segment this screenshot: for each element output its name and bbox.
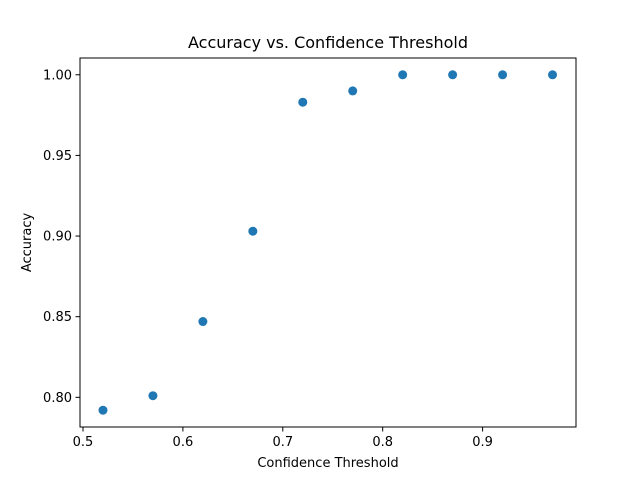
y-axis-ticks: 0.80 0.85 0.90 0.95 1.00	[43, 68, 80, 406]
x-tick-label: 0.5	[73, 435, 94, 450]
x-tick-label: 0.8	[372, 435, 393, 450]
data-point	[198, 317, 208, 327]
axes-frame	[79, 57, 577, 428]
y-tick-label: 0.95	[43, 149, 72, 164]
data-point	[498, 70, 508, 80]
data-point	[448, 70, 458, 80]
y-tick-label: 0.80	[43, 391, 72, 406]
y-tick-label: 0.90	[43, 230, 72, 245]
x-axis-label: Confidence Threshold	[257, 456, 398, 471]
data-point	[398, 70, 408, 80]
data-point	[348, 86, 358, 96]
data-points	[98, 70, 558, 415]
data-point	[298, 97, 308, 107]
chart-title: Accuracy vs. Confidence Threshold	[188, 33, 468, 52]
x-axis-ticks: 0.5 0.6 0.7 0.8 0.9	[73, 427, 493, 450]
data-point	[548, 70, 558, 80]
data-point	[248, 226, 258, 236]
data-point	[148, 391, 158, 401]
y-axis-label: Accuracy	[20, 213, 35, 273]
x-tick-label: 0.7	[272, 435, 293, 450]
data-point	[98, 405, 108, 415]
x-tick-label: 0.6	[173, 435, 194, 450]
x-tick-label: 0.9	[472, 435, 493, 450]
y-tick-label: 0.85	[43, 310, 72, 325]
y-tick-label: 1.00	[43, 68, 72, 83]
